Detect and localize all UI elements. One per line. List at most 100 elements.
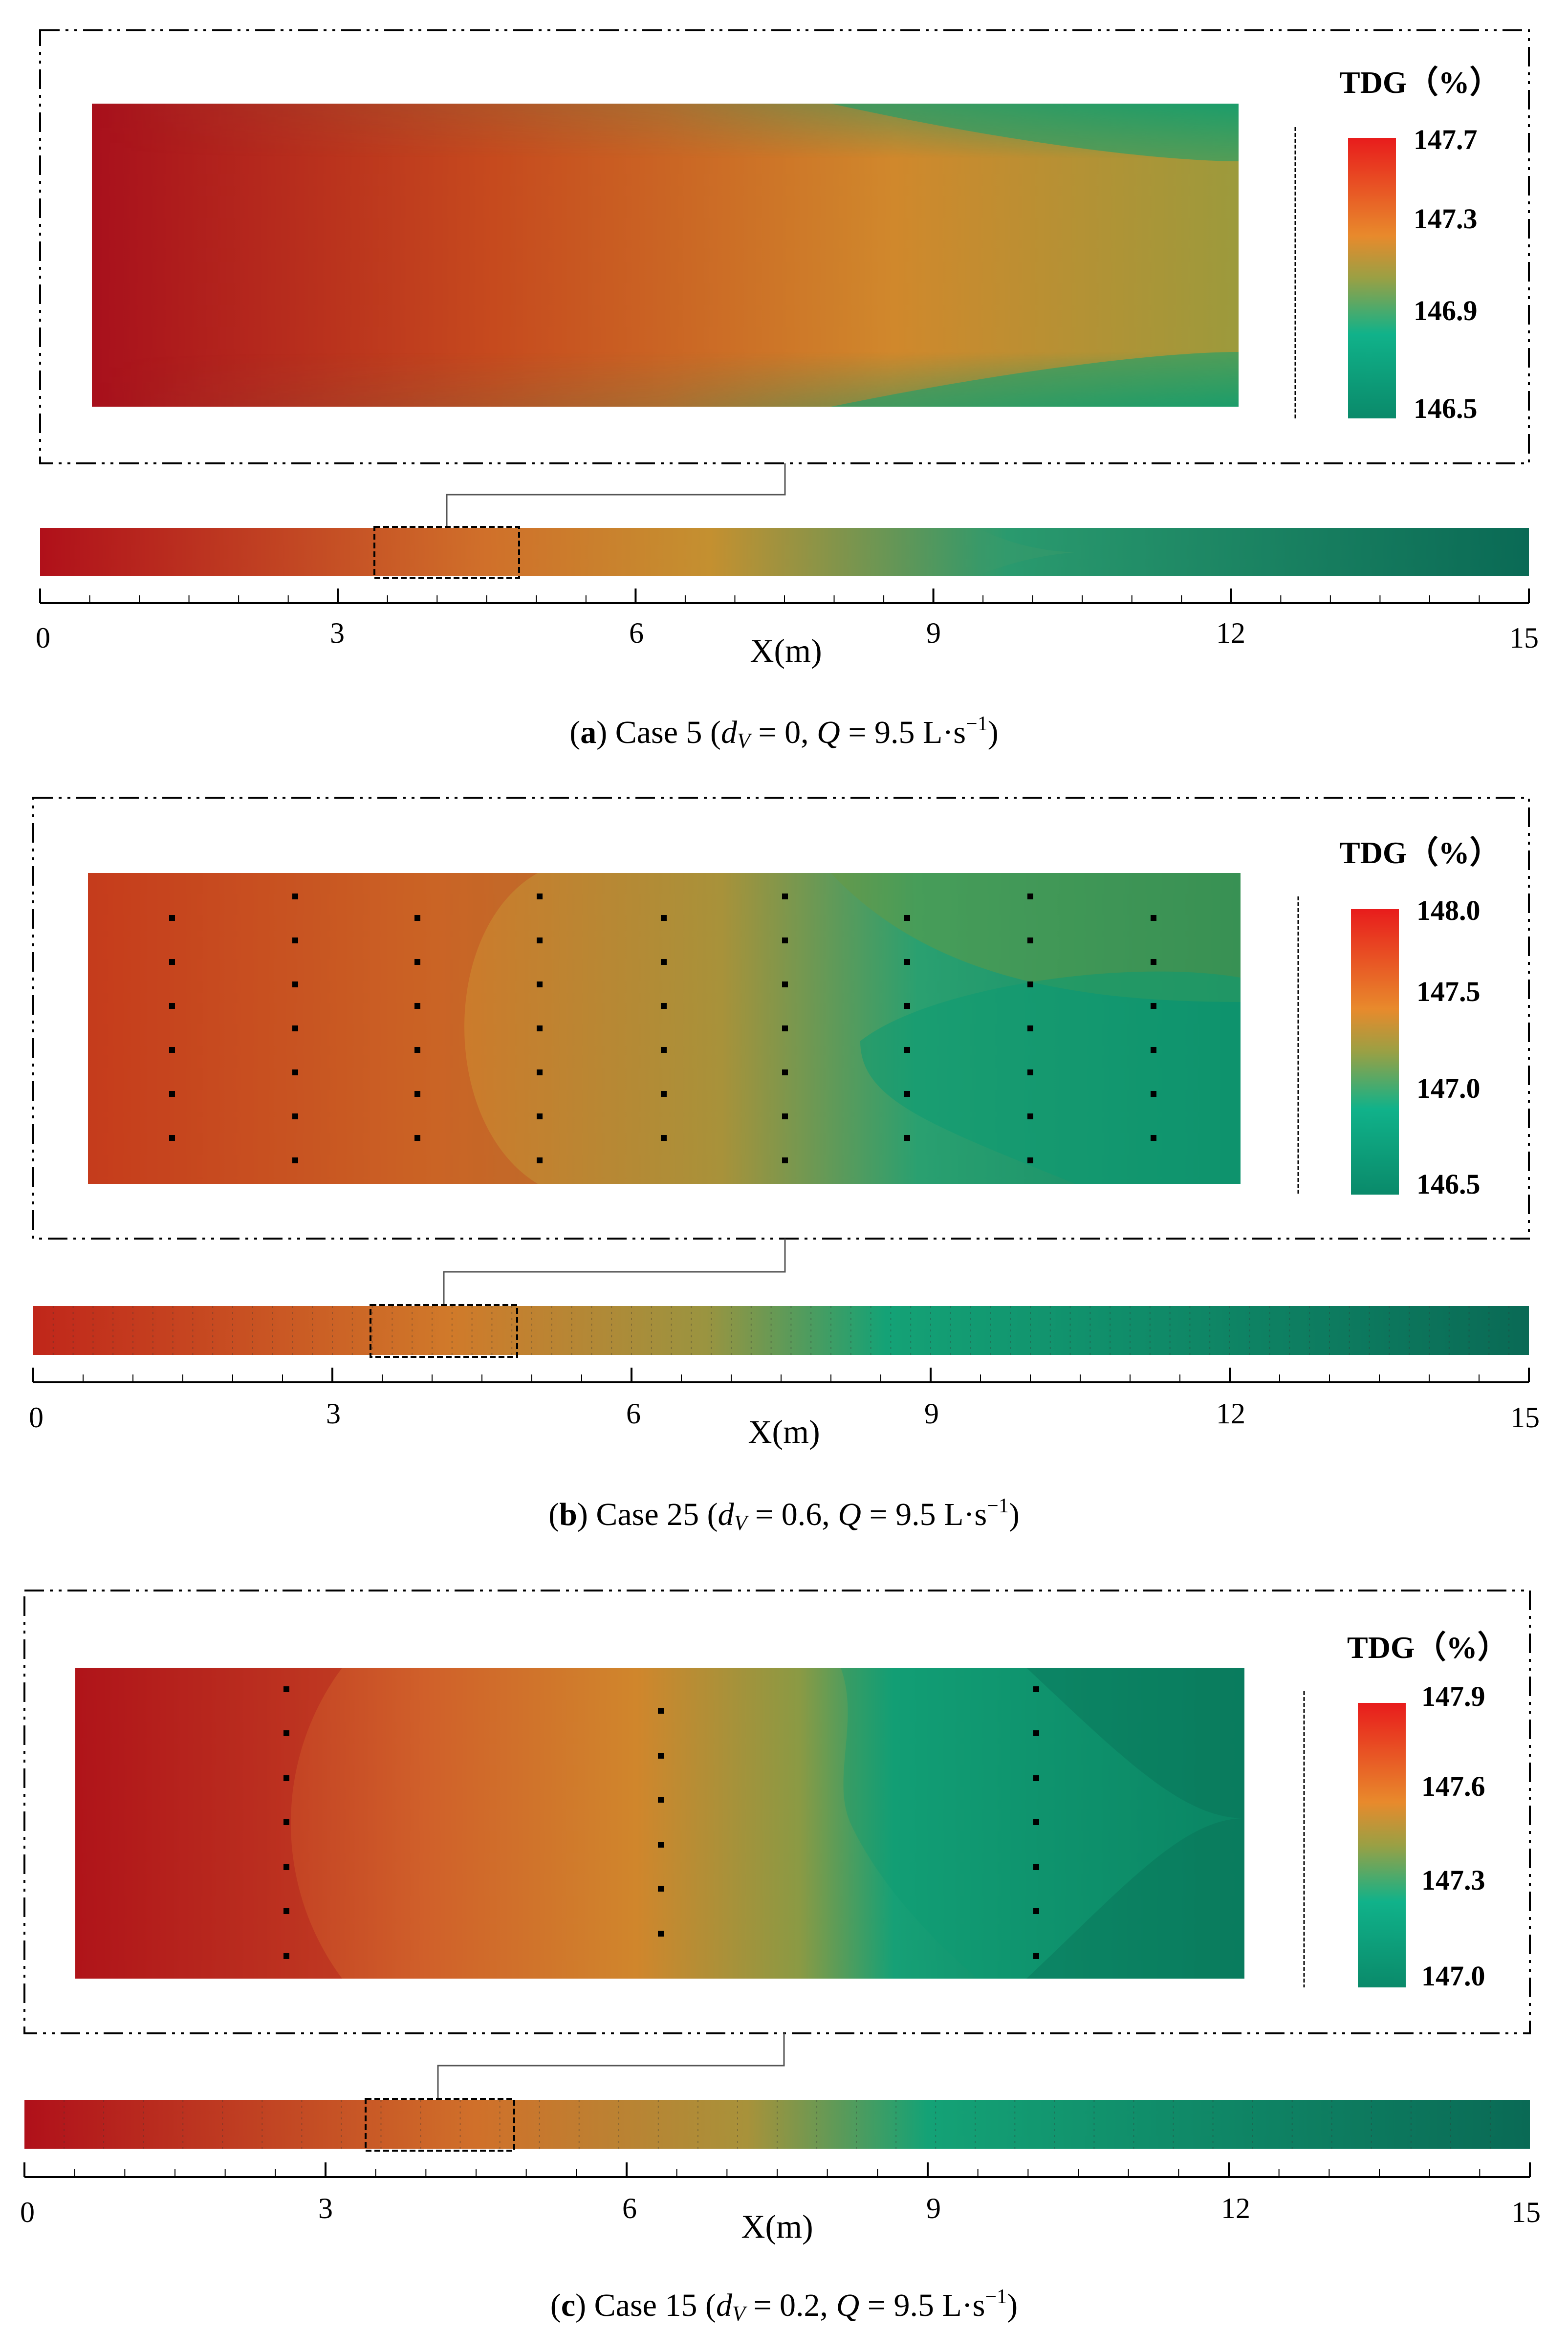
- measurement-point: [283, 1730, 289, 1736]
- measurement-point: [658, 1753, 664, 1759]
- measurement-point: [782, 981, 788, 987]
- panel-a: TDG（%） 147.7 147.3 146.9 146.5 0 3 6 9 1…: [36, 29, 1539, 753]
- measurement-point: [537, 894, 543, 899]
- legend-ticks: 148.0 147.5 147.0 146.5: [1416, 894, 1481, 1200]
- measurement-point: [169, 915, 175, 921]
- measurement-point: [661, 1135, 667, 1141]
- measurement-point: [1151, 1047, 1156, 1053]
- full-strip: [33, 1306, 1529, 1355]
- measurement-point: [1033, 1686, 1039, 1692]
- measurement-point: [904, 1047, 910, 1053]
- measurement-point: [1151, 1135, 1156, 1141]
- measurement-point: [1033, 1908, 1039, 1914]
- measurement-point: [782, 1069, 788, 1075]
- measurement-point: [1027, 1025, 1033, 1031]
- x-tick-label: 15: [1510, 1401, 1540, 1434]
- legend-tick: 146.9: [1414, 295, 1478, 327]
- panel-caption: (b) Case 25 (dV = 0.6, Q = 9.5 L·s−1): [548, 1495, 1020, 1535]
- measurement-point: [292, 937, 298, 943]
- x-tick-label: 12: [1216, 1397, 1245, 1430]
- legend-tick: 147.3: [1421, 1864, 1485, 1896]
- legend-tick: 148.0: [1416, 894, 1481, 926]
- x-axis: 0 3 6 9 12 15 X(m): [36, 588, 1539, 669]
- x-axis-label: X(m): [748, 1413, 820, 1450]
- x-tick-label: 15: [1509, 622, 1539, 654]
- measurement-point: [782, 1157, 788, 1163]
- full-strip: [40, 528, 1529, 576]
- legend-ticks: 147.7 147.3 146.9 146.5: [1414, 124, 1478, 424]
- x-tick-label: 12: [1216, 617, 1245, 649]
- measurement-point: [904, 1135, 910, 1141]
- x-tick-label: 6: [626, 1397, 641, 1430]
- measurement-point: [292, 1157, 298, 1163]
- measurement-point: [661, 915, 667, 921]
- x-axis: 0 3 6 9 12 15 X(m): [20, 2162, 1541, 2245]
- measurement-point: [782, 894, 788, 899]
- panel-caption: (a) Case 5 (dV = 0, Q = 9.5 L·s−1): [569, 713, 998, 753]
- x-tick-label: 12: [1221, 2192, 1250, 2224]
- measurement-point: [283, 1953, 289, 1959]
- measurement-point: [1151, 915, 1156, 921]
- measurement-point: [1033, 1819, 1039, 1825]
- x-tick-label: 6: [622, 2192, 637, 2224]
- legend-tick: 147.0: [1421, 1960, 1485, 1992]
- zoom-frame: [32, 797, 1530, 1240]
- measurement-point: [292, 1113, 298, 1119]
- zoom-connector: [446, 463, 786, 528]
- measurement-point: [414, 915, 420, 921]
- measurement-point: [904, 915, 910, 921]
- measurement-point: [169, 1091, 175, 1097]
- measurement-point: [1151, 1091, 1156, 1097]
- measurement-point: [1151, 1003, 1156, 1009]
- x-tick-label: 3: [330, 617, 345, 649]
- x-tick-label: 0: [20, 2196, 35, 2228]
- zoom-window: [365, 2098, 515, 2152]
- contour-field: [88, 873, 1241, 1184]
- measurement-point: [658, 1842, 664, 1848]
- measurement-point: [169, 1047, 175, 1053]
- measurement-point: [414, 1003, 420, 1009]
- measurement-point: [537, 981, 543, 987]
- zoom-frame: [39, 29, 1530, 464]
- zoom-connector: [443, 1239, 786, 1306]
- legend-colorbar: [1351, 909, 1399, 1195]
- legend-colorbar: [1348, 138, 1396, 418]
- measurement-points: [283, 1686, 1039, 1959]
- legend-title: TDG（%）: [1339, 65, 1501, 100]
- measurement-point: [414, 959, 420, 965]
- legend-tick: 147.5: [1416, 976, 1481, 1007]
- measurement-point: [292, 981, 298, 987]
- legend-tick: 146.5: [1414, 392, 1478, 424]
- x-tick-label: 0: [29, 1401, 44, 1434]
- measurement-point: [283, 1908, 289, 1914]
- legend-ticks: 147.9 147.6 147.3 147.0: [1421, 1680, 1485, 1992]
- measurement-point: [658, 1931, 664, 1937]
- x-axis: 0 3 6 9 12 15 X(m): [29, 1368, 1540, 1450]
- measurement-points: [169, 894, 1156, 1163]
- zoom-window: [370, 1304, 518, 1358]
- measurement-point: [904, 959, 910, 965]
- measurement-point: [283, 1864, 289, 1870]
- measurement-point: [1027, 894, 1033, 899]
- measurement-point: [658, 1797, 664, 1803]
- measurement-point: [661, 1091, 667, 1097]
- contour-field: [75, 1668, 1244, 1979]
- measurement-point: [283, 1819, 289, 1825]
- x-tick-label: 9: [926, 617, 941, 649]
- measurement-point: [658, 1886, 664, 1892]
- zoom-window: [373, 526, 520, 579]
- measurement-point: [1027, 1157, 1033, 1163]
- measurement-point: [782, 937, 788, 943]
- legend-tick: 147.9: [1421, 1680, 1485, 1712]
- measurement-point: [782, 1025, 788, 1031]
- measurement-point: [1027, 981, 1033, 987]
- full-strip: [24, 2100, 1530, 2149]
- measurement-point: [292, 1025, 298, 1031]
- x-axis-label: X(m): [741, 2208, 813, 2245]
- legend-tick: 146.5: [1416, 1168, 1481, 1200]
- measurement-point: [537, 1157, 543, 1163]
- measurement-point: [537, 1113, 543, 1119]
- measurement-point: [1027, 1069, 1033, 1075]
- legend-title: TDG（%）: [1339, 835, 1501, 870]
